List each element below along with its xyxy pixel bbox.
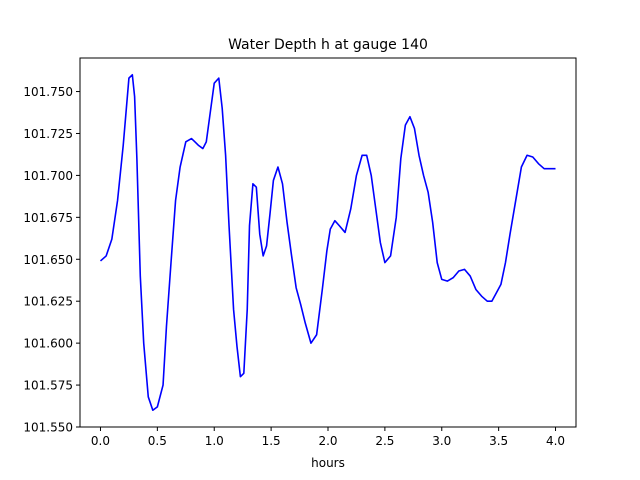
y-tick-label: 101.550 <box>23 421 73 435</box>
y-tick-label: 101.750 <box>23 85 73 99</box>
y-tick-label: 101.675 <box>23 211 73 225</box>
series-line-0 <box>99 73 556 412</box>
x-tick-label: 0.5 <box>148 434 167 448</box>
x-tick-label: 1.0 <box>205 434 224 448</box>
x-tick-label: 0.0 <box>91 434 110 448</box>
chart-title: Water Depth h at gauge 140 <box>228 37 428 53</box>
x-tick-label: 3.5 <box>489 434 508 448</box>
x-tick-label: 2.5 <box>375 434 394 448</box>
plot-area: 0.0 0.5 1.0 1.5 2.0 2.5 3.0 3.5 4.0 101.550 101.57… <box>23 57 577 448</box>
y-tick-label: 101.700 <box>23 169 73 183</box>
y-tick-label: 101.600 <box>23 337 73 351</box>
y-tick-label: 101.575 <box>23 379 73 393</box>
y-tick-label: 101.725 <box>23 127 73 141</box>
x-tick-label: 3.0 <box>432 434 451 448</box>
y-tick-label: 101.625 <box>23 295 73 309</box>
x-axis-label: hours <box>311 456 345 470</box>
y-tick-label: 101.650 <box>23 253 73 267</box>
x-tick-label: 2.0 <box>318 434 337 448</box>
x-tick-label: 1.5 <box>262 434 281 448</box>
x-tick-label: 4.0 <box>546 434 565 448</box>
